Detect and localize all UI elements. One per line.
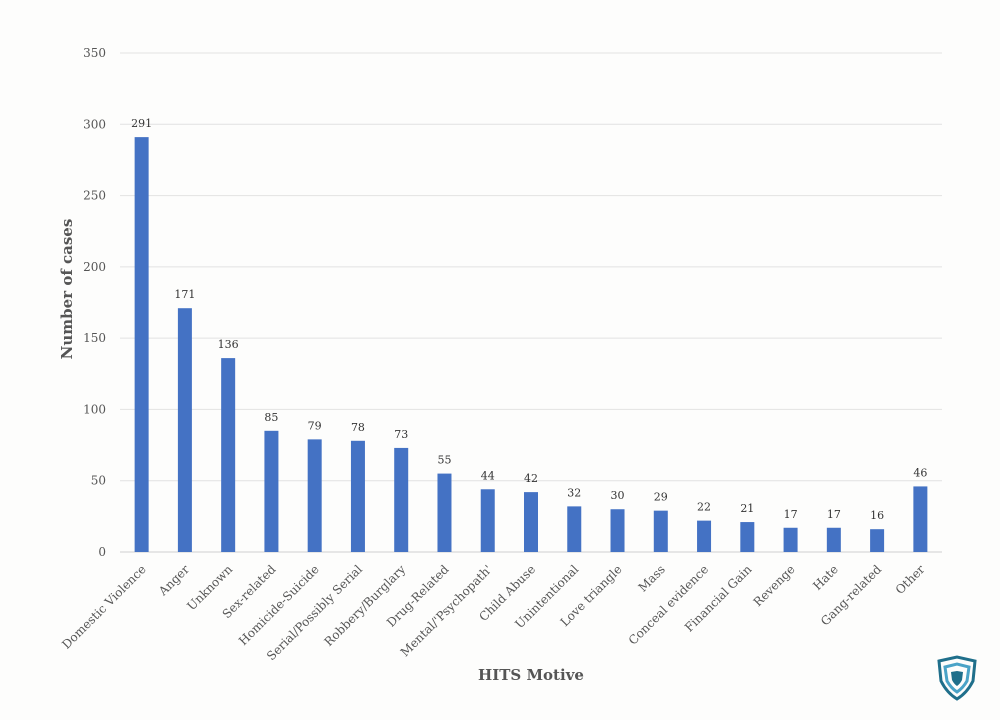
bar [610,509,625,552]
data-label: 85 [264,411,278,424]
y-tick-label: 150 [83,331,106,345]
data-label: 29 [654,491,668,504]
bar [524,492,538,552]
x-tick-label: Conceal evidence [626,562,711,647]
data-label: 32 [567,486,581,499]
bar [264,430,279,552]
x-tick-label: Mass [636,562,668,594]
data-label: 79 [308,419,322,432]
data-label: 16 [870,509,884,522]
bar [870,529,885,552]
x-tick-label: Homicide-Suicide [236,562,322,648]
bars [134,137,928,553]
x-tick-label: Anger [155,562,192,599]
data-label: 136 [218,338,239,351]
x-axis-categories: Domestic Violence AngerUnknownSex-related… [59,562,927,663]
y-tick-label: 200 [83,260,106,274]
data-label: 30 [611,489,625,502]
data-label: 78 [351,421,365,434]
x-tick-label: Domestic Violence [59,562,149,652]
bar [783,527,798,552]
y-axis-title: Number of cases [58,219,76,360]
data-label: 46 [913,466,927,479]
bar [697,520,712,552]
data-labels: 291 171 136 85 79 78 73 55 44 42 32 30 29 22 21 17 17 16 4… [131,117,927,522]
data-label: 17 [784,508,798,521]
bar [134,137,149,553]
y-tick-label: 50 [91,474,106,488]
data-label: 44 [481,469,495,482]
shield-logo-icon [937,655,977,701]
x-axis-title: HITS Motive [478,666,584,684]
x-tick-label: Robbery/Burglary [322,562,409,649]
bar [177,308,192,552]
y-tick-label: 100 [83,402,106,416]
x-tick-label: Hate [810,562,841,593]
data-label: 17 [827,508,841,521]
bar [394,447,409,552]
y-tick-label: 0 [98,545,106,559]
y-axis-ticks: 0 50 100 150 200 250 300 350 [83,46,106,559]
bar [826,527,841,552]
y-tick-label: 300 [83,117,106,131]
bar [567,506,582,552]
bar [350,440,365,552]
bar [221,358,236,552]
data-label: 22 [697,501,711,514]
data-label: 21 [740,502,754,515]
data-label: 73 [394,428,408,441]
bar [480,489,495,552]
bar [740,522,755,552]
data-label: 42 [524,472,538,485]
x-tick-label: Revenge [751,562,798,609]
y-tick-label: 250 [83,189,106,203]
data-label: 291 [131,117,152,130]
bar [307,439,322,552]
bar [437,473,452,552]
grid-lines [120,52,942,553]
x-tick-label: Other [893,562,928,597]
bar [913,486,928,552]
y-tick-label: 350 [83,46,106,60]
bar [653,510,668,552]
data-label: 55 [437,454,451,467]
data-label: 171 [174,288,195,301]
